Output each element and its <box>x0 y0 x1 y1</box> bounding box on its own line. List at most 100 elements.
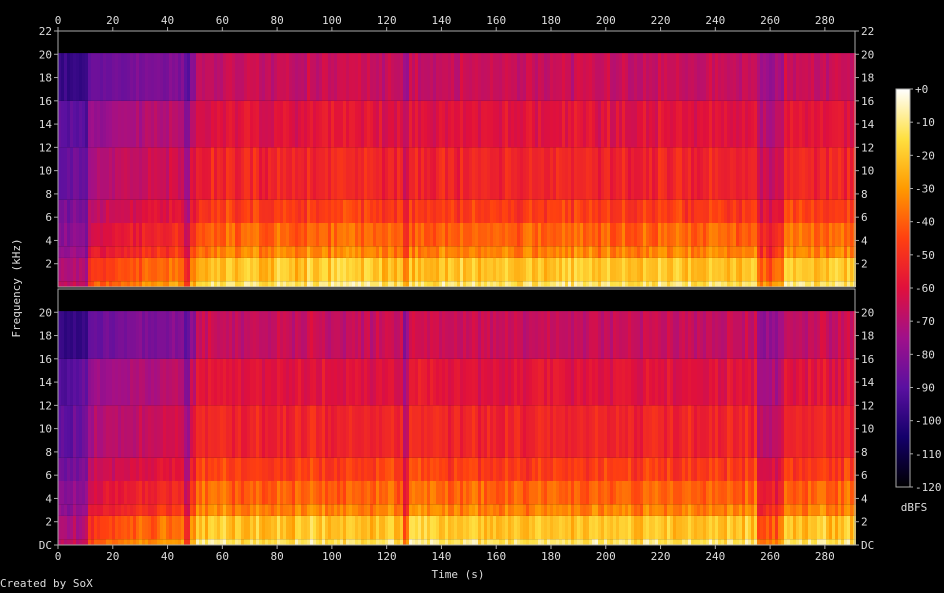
spectrogram-cell <box>472 358 475 406</box>
spectrogram-column <box>247 311 250 545</box>
colorbar-tick-label: -40 <box>915 216 935 229</box>
spectrogram-cell <box>487 358 490 406</box>
spectrogram-cell <box>736 223 739 247</box>
spectrogram-column <box>787 53 790 287</box>
spectrogram-cell <box>250 257 253 282</box>
spectrogram-cell <box>277 257 280 282</box>
spectrogram-column <box>745 311 748 545</box>
spectrogram-cell <box>496 246 499 258</box>
spectrogram-cell <box>721 147 724 200</box>
spectrogram-cell <box>631 223 634 247</box>
spectrogram-cell <box>376 223 379 247</box>
spectrogram-cell <box>775 223 778 247</box>
spectrogram-cell <box>355 281 358 287</box>
x-tick-label-bottom: 220 <box>651 550 671 563</box>
spectrogram-cell <box>376 311 379 359</box>
spectrogram-cell <box>166 515 169 540</box>
spectrogram-cell <box>835 199 838 223</box>
spectrogram-cell <box>352 199 355 223</box>
spectrogram-cell <box>163 504 166 516</box>
spectrogram-cell <box>763 358 766 406</box>
spectrogram-cell <box>394 199 397 223</box>
spectrogram-cell <box>511 504 514 516</box>
spectrogram-cell <box>520 311 523 359</box>
spectrogram-cell <box>775 504 778 516</box>
spectrogram-cell <box>826 147 829 200</box>
spectrogram-cell <box>148 100 151 148</box>
spectrogram-cell <box>574 457 577 481</box>
spectrogram-cell <box>472 515 475 540</box>
spectrogram-cell <box>142 199 145 223</box>
spectrogram-cell <box>154 504 157 516</box>
spectrogram-cell <box>196 504 199 516</box>
spectrogram-column <box>811 311 814 545</box>
spectrogram-cell <box>487 457 490 481</box>
spectrogram-cell <box>670 515 673 540</box>
spectrogram-cell <box>187 515 190 540</box>
spectrogram-cell <box>109 100 112 148</box>
spectrogram-cell <box>766 53 769 101</box>
spectrogram-cell <box>463 281 466 287</box>
spectrogram-cell <box>799 281 802 287</box>
spectrogram-cell <box>307 311 310 359</box>
spectrogram-cell <box>157 539 160 545</box>
spectrogram-cell <box>388 504 391 516</box>
spectrogram-cell <box>508 147 511 200</box>
spectrogram-cell <box>613 457 616 481</box>
spectrogram-cell <box>481 539 484 545</box>
x-tick-label-bottom: 200 <box>596 550 616 563</box>
spectrogram-cell <box>430 358 433 406</box>
spectrogram-column <box>283 53 286 287</box>
spectrogram-column <box>139 311 142 545</box>
spectrogram-cell <box>370 100 373 148</box>
spectrogram-cell <box>457 100 460 148</box>
spectrogram-cell <box>289 281 292 287</box>
spectrogram-cell <box>163 358 166 406</box>
x-tick-label-top: 40 <box>161 14 174 27</box>
spectrogram-cell <box>559 147 562 200</box>
spectrogram-cell <box>376 53 379 101</box>
spectrogram-cell <box>349 481 352 505</box>
spectrogram-cell <box>352 257 355 282</box>
spectrogram-cell <box>580 539 583 545</box>
spectrogram-cell <box>193 358 196 406</box>
spectrogram-cell <box>757 147 760 200</box>
spectrogram-cell <box>796 100 799 148</box>
spectrogram-cell <box>685 405 688 458</box>
spectrogram-cell <box>847 147 850 200</box>
spectrogram-cell <box>151 539 154 545</box>
spectrogram-cell <box>646 481 649 505</box>
spectrogram-cell <box>676 358 679 406</box>
spectrogram-cell <box>334 311 337 359</box>
spectrogram-cell <box>673 199 676 223</box>
spectrogram-cell <box>391 457 394 481</box>
spectrogram-cell <box>346 358 349 406</box>
spectrogram-cell <box>157 223 160 247</box>
spectrogram-cell <box>517 199 520 223</box>
spectrogram-cell <box>763 281 766 287</box>
spectrogram-cell <box>472 281 475 287</box>
spectrogram-cell <box>532 481 535 505</box>
spectrogram-column <box>766 53 769 287</box>
spectrogram-column <box>736 53 739 287</box>
spectrogram-cell <box>271 515 274 540</box>
spectrogram-cell <box>478 199 481 223</box>
spectrogram-cell <box>637 223 640 247</box>
spectrogram-cell <box>85 223 88 247</box>
spectrogram-column <box>715 311 718 545</box>
spectrogram-cell <box>757 281 760 287</box>
spectrogram-cell <box>424 53 427 101</box>
spectrogram-cell <box>610 358 613 406</box>
spectrogram-cell <box>682 281 685 287</box>
spectrogram-cell <box>718 504 721 516</box>
spectrogram-cell <box>643 481 646 505</box>
y-tick-label-left: 16 <box>39 353 52 366</box>
spectrogram-cell <box>436 147 439 200</box>
spectrogram-cell <box>316 100 319 148</box>
spectrogram-cell <box>205 100 208 148</box>
spectrogram-cell <box>577 481 580 505</box>
spectrogram-cell <box>73 257 76 282</box>
spectrogram-cell <box>271 539 274 545</box>
spectrogram-cell <box>577 515 580 540</box>
spectrogram-cell <box>499 257 502 282</box>
